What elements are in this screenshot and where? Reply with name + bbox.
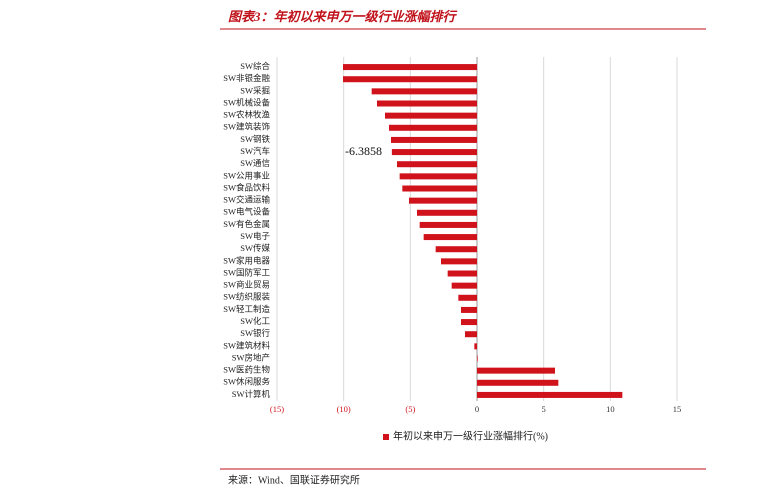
x-tick-label: 10	[606, 404, 615, 414]
y-tick-label: SW轻工制造	[223, 304, 270, 314]
y-tick-label: SW综合	[240, 61, 270, 71]
bar	[385, 112, 477, 119]
bar	[441, 258, 477, 265]
x-tick-label: 15	[673, 404, 682, 414]
bar	[474, 343, 477, 350]
y-tick-label: SW家用电器	[223, 255, 270, 265]
y-tick-label: SW汽车	[240, 146, 270, 156]
x-tick-label: (15)	[270, 404, 284, 414]
y-tick-label: SW休闲服务	[223, 377, 270, 387]
y-tick-label: SW商业贸易	[223, 280, 270, 290]
bar	[402, 185, 477, 192]
bar	[451, 282, 477, 289]
y-tick-label: SW机械设备	[223, 97, 270, 107]
y-tick-label: SW交通运输	[223, 195, 270, 205]
legend-label: 年初以来申万一级行业涨幅排行(%)	[393, 429, 548, 442]
y-tick-label: SW有色金属	[223, 219, 270, 229]
bar	[477, 355, 478, 362]
y-tick-label: SW建筑装饰	[223, 122, 270, 132]
bar	[343, 76, 477, 83]
y-tick-label: SW计算机	[232, 389, 271, 399]
y-tick-label: SW食品饮料	[223, 182, 270, 192]
data-label: -6.3858	[345, 144, 382, 158]
bar	[477, 367, 555, 374]
y-tick-label: SW采掘	[240, 85, 270, 95]
y-tick-label: SW公用事业	[223, 170, 270, 180]
bar	[465, 331, 477, 338]
x-tick-label: (10)	[337, 404, 351, 414]
bar	[391, 136, 477, 143]
bar	[377, 100, 477, 107]
bar	[343, 64, 477, 71]
bar	[447, 270, 477, 277]
bar	[461, 319, 477, 326]
y-tick-label: SW化工	[240, 316, 270, 326]
source: 来源：Wind、国联证券研究所	[228, 473, 360, 486]
x-tick-label: 0	[475, 404, 479, 414]
y-tick-label: SW医药生物	[223, 365, 270, 375]
bar	[458, 294, 477, 301]
bar	[477, 379, 559, 386]
bar	[391, 149, 477, 156]
y-tick-label: SW电子	[240, 231, 270, 241]
bar	[399, 173, 477, 180]
y-tick-label: SW电气设备	[223, 207, 270, 217]
bar	[435, 246, 477, 253]
bar	[461, 306, 477, 313]
bar	[397, 161, 477, 168]
bar	[419, 221, 477, 228]
chart-title: 图表3：年初以来申万一级行业涨幅排行	[228, 9, 458, 24]
y-tick-label: SW通信	[240, 158, 270, 168]
y-tick-label: SW农林牧渔	[223, 110, 270, 120]
y-tick-label: SW钢铁	[240, 134, 270, 144]
legend-swatch	[383, 434, 389, 440]
bar	[423, 234, 477, 241]
y-tick-label: SW非银金融	[223, 73, 270, 83]
bar	[371, 88, 477, 95]
y-tick-label: SW建筑材料	[223, 340, 270, 350]
x-tick-label: (5)	[405, 404, 415, 414]
y-tick-label: SW传媒	[240, 243, 270, 253]
bar	[389, 124, 477, 131]
y-tick-label: SW房地产	[232, 352, 270, 362]
y-tick-label: SW银行	[240, 328, 270, 338]
x-tick-label: 5	[542, 404, 546, 414]
bar	[409, 197, 477, 204]
bar	[417, 209, 477, 216]
y-tick-label: SW国防军工	[223, 267, 270, 277]
bar	[477, 391, 623, 398]
y-tick-label: SW纺织服装	[223, 292, 270, 302]
